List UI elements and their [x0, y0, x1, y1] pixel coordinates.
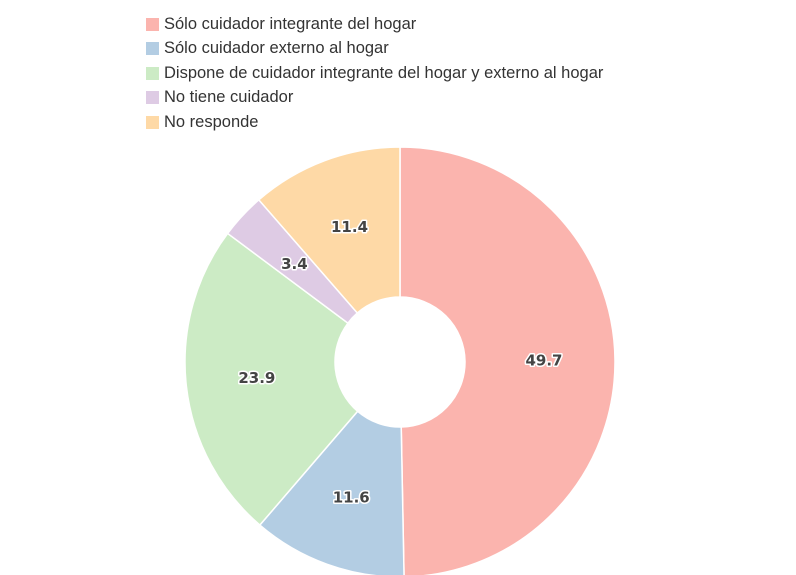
legend-swatch — [146, 115, 159, 129]
legend-swatch — [146, 17, 159, 31]
legend-swatch — [146, 42, 159, 56]
data-label-solo-cuidador-externo-al-hogar: 11.6 — [333, 488, 370, 506]
legend-label: Sólo cuidador externo al hogar — [164, 39, 389, 58]
data-label-solo-cuidador-integrante-del-hogar: 49.7 — [525, 352, 562, 370]
pie-slice-dispone-de-cuidador-integrante-del-hogar-y-externo-al-hogar — [184, 232, 359, 527]
data-label-dispone-de-cuidador-integrante-del-hogar-y-externo-al-hogar: 23.9 — [238, 369, 275, 387]
legend-label: Sólo cuidador integrante del hogar — [164, 14, 417, 33]
pie-slices — [184, 146, 616, 575]
legend-label: Dispone de cuidador integrante del hogar… — [164, 63, 604, 82]
data-label-no-responde: 11.4 — [331, 218, 368, 236]
pie-data-labels: 49.7 11.6 23.9 3.4 11.4 — [237, 217, 564, 508]
legend-swatch — [146, 91, 159, 105]
pie-slice-solo-cuidador-externo-al-hogar — [258, 410, 405, 575]
pie-slice-solo-cuidador-integrante-del-hogar — [399, 146, 616, 575]
legend-item-solo-cuidador-integrante: Sólo cuidador integrante del hogar — [146, 12, 603, 37]
legend-item-no-tiene-cuidador: No tiene cuidador — [146, 86, 603, 111]
legend-item-no-responde: No responde — [146, 110, 603, 135]
data-label-no-tiene-cuidador: 3.4 — [281, 255, 308, 273]
legend-item-solo-cuidador-externo: Sólo cuidador externo al hogar — [146, 37, 603, 62]
legend-item-dispone-ambos: Dispone de cuidador integrante del hogar… — [146, 61, 603, 86]
legend-label: No tiene cuidador — [164, 88, 294, 107]
legend: Sólo cuidador integrante del hogar Sólo … — [146, 12, 603, 135]
legend-swatch — [146, 66, 159, 80]
pie-slice-no-responde — [257, 146, 401, 315]
legend-label: No responde — [164, 112, 259, 131]
